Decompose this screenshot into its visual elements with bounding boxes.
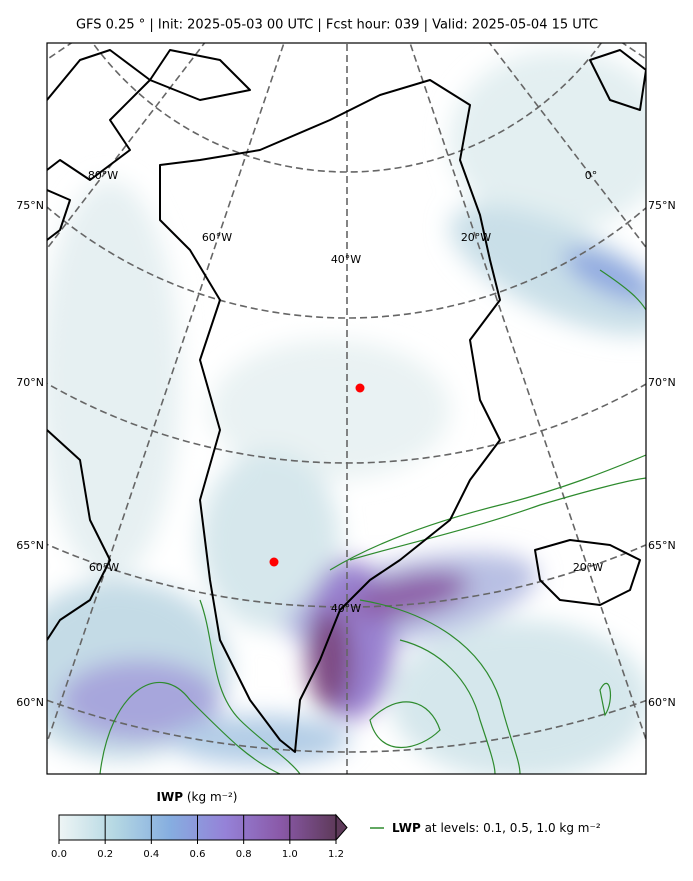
colorbar-tick-label: 0.6 xyxy=(190,849,206,860)
lon-label: 80°W xyxy=(88,169,118,182)
colorbar-label-unit: (kg m⁻²) xyxy=(187,790,238,804)
lon-label: 0° xyxy=(585,169,598,182)
colorbar-tick-label: 0.8 xyxy=(236,849,252,860)
lat-label: 60°N xyxy=(648,696,676,709)
title: GFS 0.25 ° | Init: 2025-05-03 00 UTC | F… xyxy=(76,18,598,33)
colorbar-tick-label: 0.2 xyxy=(97,849,113,860)
lon-label: 40°W xyxy=(331,602,361,615)
colorbar: 0.0 0.2 0.4 0.6 0.8 1.0 1.2 xyxy=(51,813,348,860)
map xyxy=(47,43,646,774)
site-marker xyxy=(269,557,279,567)
colorbar-tick-label: 0.0 xyxy=(51,849,67,860)
map-frame xyxy=(46,42,647,775)
colorbar-tick-label: 1.0 xyxy=(282,849,298,860)
graticule-labels: 75°N 70°N 65°N 60°N 75°N 70°N 65°N 60°N … xyxy=(16,169,675,709)
coastlines xyxy=(47,49,646,753)
lon-label: 40°W xyxy=(331,253,361,266)
graticule xyxy=(47,43,646,774)
lat-label: 70°N xyxy=(16,376,44,389)
colorbar-extend xyxy=(335,813,348,842)
site-marker xyxy=(355,383,365,393)
iwp-shading xyxy=(47,50,646,774)
lat-label: 65°N xyxy=(16,539,44,552)
colorbar-label: IWP (kg m⁻²) xyxy=(157,790,238,804)
colorbar-tick-label: 0.4 xyxy=(143,849,159,860)
lon-label: 60°W xyxy=(202,231,232,244)
lat-label: 70°N xyxy=(648,376,676,389)
lat-label: 65°N xyxy=(648,539,676,552)
lon-label: 20°W xyxy=(573,561,603,574)
colorbar-label-name: IWP xyxy=(157,790,184,804)
lon-label: 20°W xyxy=(461,231,491,244)
lat-label: 60°N xyxy=(16,696,44,709)
colorbar-tick-label: 1.2 xyxy=(328,849,344,860)
lat-label: 75°N xyxy=(648,199,676,212)
legend-desc: at levels: 0.1, 0.5, 1.0 kg m⁻² xyxy=(425,821,601,835)
lat-label: 75°N xyxy=(16,199,44,212)
legend-text: LWP at levels: 0.1, 0.5, 1.0 kg m⁻² xyxy=(392,821,601,835)
lon-label: 60°W xyxy=(89,561,119,574)
legend-name: LWP xyxy=(392,821,421,835)
lwp-contours xyxy=(99,269,646,774)
